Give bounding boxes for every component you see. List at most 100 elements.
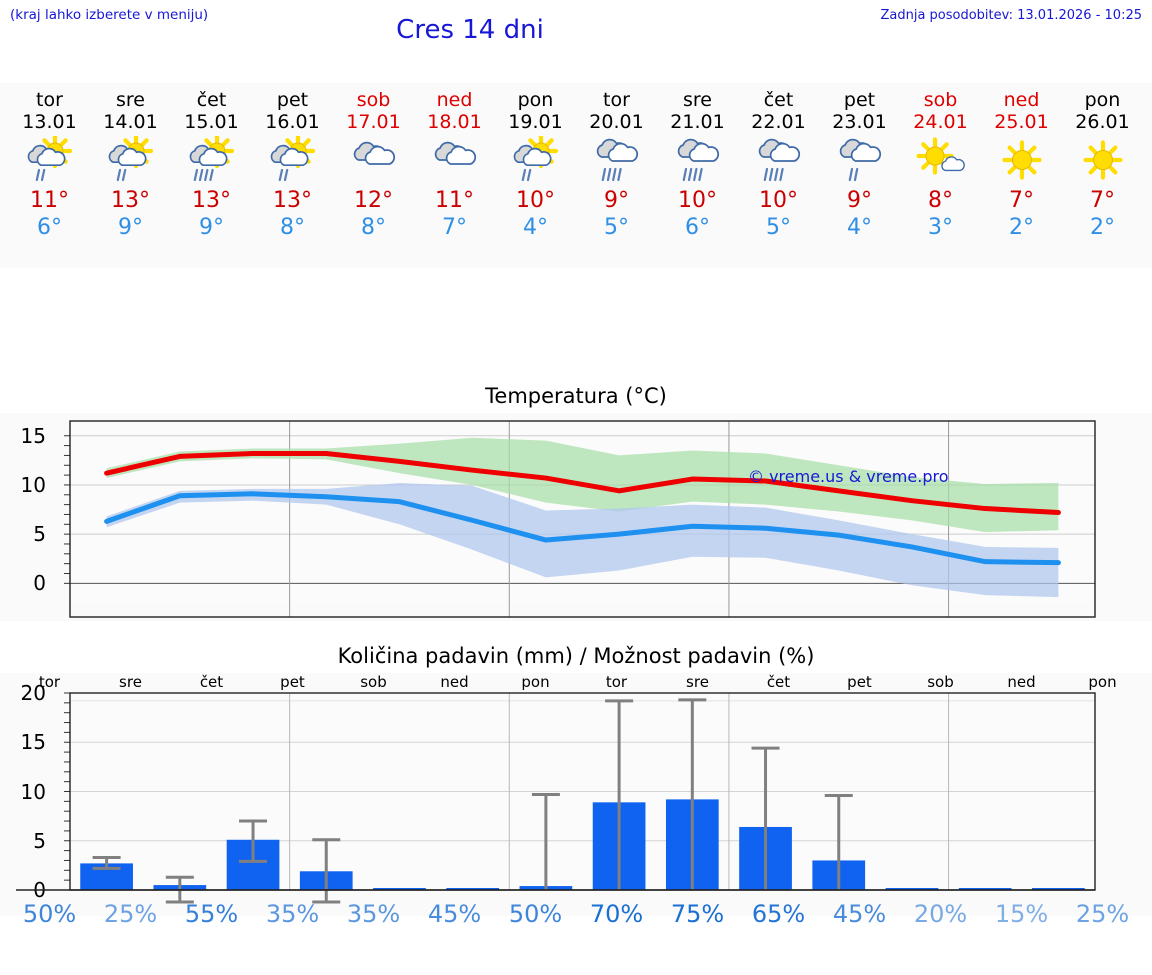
day-of-week-label: ned: [1003, 89, 1040, 111]
cloud-light-rain-icon: [839, 138, 881, 182]
precipitation-chart-title: Količina padavin (mm) / Možnost padavin …: [0, 641, 1152, 673]
precipitation-bar[interactable]: [373, 888, 426, 890]
day-column[interactable]: pet 16.01 13° 8°: [252, 83, 333, 268]
weather-icon-wrapper: [9, 135, 90, 187]
y-tick-label: 0: [33, 571, 46, 596]
rain-glyph: [35, 168, 45, 182]
day-column[interactable]: sre 14.01 13° 9°: [90, 83, 171, 268]
max-temperature-label: 11°: [30, 188, 69, 213]
day-column[interactable]: pet 23.01 9° 4°: [819, 83, 900, 268]
precipitation-bar[interactable]: [958, 888, 1012, 890]
precipitation-probability-label: 70%: [589, 900, 644, 928]
sun-cloud-light-rain-icon: [27, 136, 72, 182]
day-of-week-label: tor: [603, 89, 630, 111]
x-tick-label: tor: [605, 673, 628, 691]
x-tick-label: sob: [360, 673, 387, 691]
x-tick-label: ned: [1007, 673, 1036, 691]
min-temperature-label: 4°: [523, 215, 548, 240]
day-of-week-label: pon: [517, 89, 554, 111]
max-temperature-label: 9°: [604, 188, 629, 213]
cloud-glyph: [940, 156, 965, 172]
precipitation-bar[interactable]: [1032, 888, 1085, 890]
day-column[interactable]: sre 21.01 10° 6°: [657, 83, 738, 268]
sun-icon: [1082, 140, 1123, 180]
day-column[interactable]: pon 19.01 10° 4°: [495, 83, 576, 268]
temperature-line-max: [104, 450, 1061, 515]
day-date-label: 24.01: [913, 111, 968, 133]
day-date-label: 16.01: [265, 111, 320, 133]
max-temperature-label: 10°: [516, 188, 555, 213]
cloud-rain-icon: [677, 138, 719, 182]
max-temperature-label: 10°: [759, 188, 798, 213]
weather-icon-wrapper: [495, 135, 576, 187]
precipitation-chart: Količina padavin (mm) / Možnost padavin …: [0, 641, 1152, 916]
weather-icon-wrapper: [171, 135, 252, 187]
precipitation-bar[interactable]: [885, 888, 939, 890]
day-column[interactable]: pon 26.01 7° 2°: [1062, 83, 1143, 268]
weather-icon-wrapper: [1062, 135, 1143, 187]
temperature-chart: Temperatura (°C) 0 5 10 15 © vreme.us & vre…: [0, 381, 1152, 621]
y-tick-label: 20: [20, 681, 46, 705]
day-of-week-label: sob: [923, 89, 958, 111]
day-date-label: 15.01: [184, 111, 239, 133]
x-tick-label: pon: [521, 673, 550, 691]
cloud-glyph: [117, 147, 146, 167]
day-of-week-label: sre: [683, 89, 712, 111]
min-temperature-label: 5°: [766, 215, 791, 240]
min-temperature-label: 2°: [1009, 215, 1034, 240]
sun-glyph: [1001, 140, 1042, 180]
temperature-plot: [64, 420, 1096, 618]
cloud-glyph: [522, 147, 551, 167]
day-of-week-label: sre: [116, 89, 145, 111]
sun-cloud-light-rain-icon: [108, 136, 153, 182]
sun-cloud-light-rain-icon: [270, 136, 315, 182]
max-temperature-label: 8°: [928, 188, 953, 213]
cloud-glyph: [36, 147, 65, 167]
cloud-glyph: [769, 142, 800, 162]
x-tick-label: čet: [766, 673, 791, 691]
max-temperature-label: 10°: [678, 188, 717, 213]
y-tick-label: 10: [20, 779, 46, 804]
weather-icon-wrapper: [819, 135, 900, 187]
day-column[interactable]: ned 25.01 7° 2°: [981, 83, 1062, 268]
sun-icon: [1001, 140, 1042, 180]
sun-glyph: [915, 137, 954, 175]
day-of-week-label: pet: [276, 89, 309, 111]
page-header: (kraj lahko izberete v meniju) Cres 14 d…: [0, 0, 1152, 62]
day-date-label: 17.01: [346, 111, 401, 133]
min-temperature-label: 8°: [280, 215, 305, 240]
max-temperature-label: 7°: [1090, 188, 1115, 213]
day-date-label: 13.01: [22, 111, 77, 133]
day-column[interactable]: čet 15.01 13° 9°: [171, 83, 252, 268]
x-tick-label: sob: [927, 673, 954, 691]
precipitation-probability-label: 45%: [832, 900, 887, 928]
precipitation-probability-row: 50% 25% 55% 35% 35% 45% 50% 70% 75% 65% 45% 20% 15% 2…: [9, 900, 1143, 928]
precipitation-bar[interactable]: [446, 888, 500, 890]
x-tick-label: ned: [440, 673, 469, 691]
rain-glyph: [763, 167, 784, 182]
precipitation-probability-label: 50%: [22, 900, 77, 928]
day-of-week-label: pon: [1084, 89, 1121, 111]
weather-icon-wrapper: [252, 135, 333, 187]
min-temperature-label: 9°: [199, 215, 224, 240]
cloud-rain-icon: [596, 138, 638, 182]
day-of-week-label: ned: [436, 89, 473, 111]
day-column[interactable]: tor 20.01 9° 5°: [576, 83, 657, 268]
day-column[interactable]: sob 24.01 8° 3°: [900, 83, 981, 268]
day-date-label: 20.01: [589, 111, 644, 133]
weather-icon-wrapper: [333, 135, 414, 187]
day-column[interactable]: tor 13.01 11° 6°: [9, 83, 90, 268]
day-of-week-label: tor: [36, 89, 63, 111]
temperature-line-min: [104, 491, 1061, 566]
last-updated-text: Zadnja posodobitev: 13.01.2026 - 10:25: [880, 8, 1142, 23]
min-temperature-label: 7°: [442, 215, 467, 240]
day-date-label: 19.01: [508, 111, 563, 133]
day-column[interactable]: ned 18.01 11° 7°: [414, 83, 495, 268]
y-tick-label: 15: [20, 730, 46, 755]
day-column[interactable]: sob 17.01 12° 8°: [333, 83, 414, 268]
daily-forecast-strip: tor 13.01 11° 6° sre 14.01 13° 9° čet 15.01 13° 9° p…: [0, 83, 1152, 268]
x-tick-label: sre: [119, 673, 142, 691]
cloud-rain-icon: [758, 138, 800, 182]
day-column[interactable]: čet 22.01 10° 5°: [738, 83, 819, 268]
day-of-week-label: čet: [763, 89, 794, 111]
